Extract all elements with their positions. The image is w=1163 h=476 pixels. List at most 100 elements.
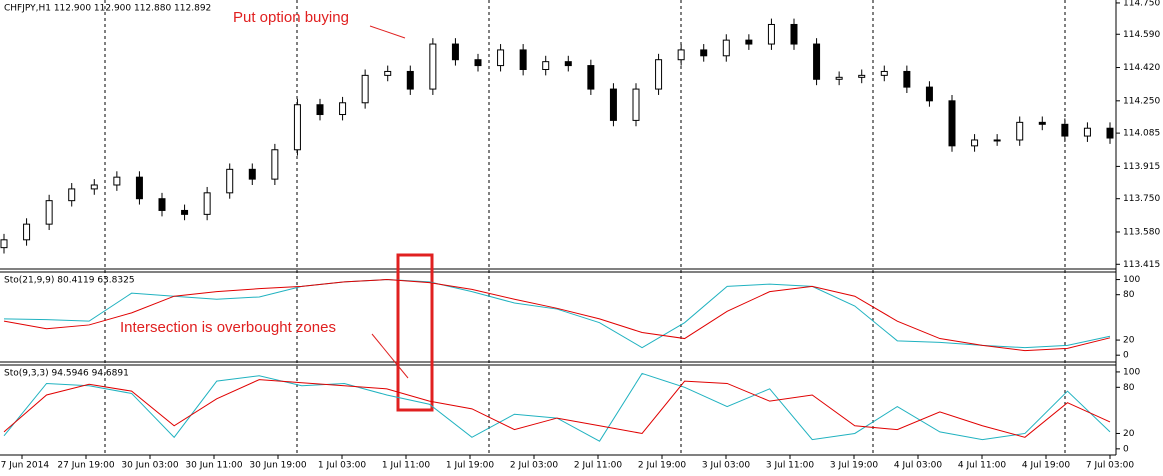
x-tick-label: 3 Jul 03:00 <box>702 461 751 471</box>
indicator-line <box>3 279 1111 352</box>
candle-body <box>767 23 775 45</box>
candle-body <box>1016 121 1024 141</box>
y-tick-label: 0 <box>1123 444 1129 454</box>
y-tick-label: 80 <box>1123 290 1135 300</box>
candle-body <box>474 59 482 67</box>
pane-title: CHFJPY,H1 112.900 112.900 112.880 112.89… <box>4 4 211 14</box>
pane-title: Sto(9,3,3) 94.5946 94.6891 <box>4 369 129 379</box>
candle-body <box>90 184 98 190</box>
candle-body <box>925 86 933 102</box>
annotation-arrow <box>371 333 409 379</box>
candle-body <box>113 176 121 186</box>
candle-body <box>609 88 617 121</box>
candle-body <box>226 168 234 194</box>
candle-body <box>813 43 821 80</box>
annotation: Put option buying <box>233 9 349 26</box>
x-tick-label: 2 Jul 19:00 <box>638 461 687 471</box>
x-tick-label: 30 Jun 19:00 <box>249 461 306 471</box>
x-tick-label: 1 Jul 19:00 <box>446 461 495 471</box>
day-separators <box>104 0 1066 455</box>
candle-body <box>406 70 414 90</box>
candle-body <box>587 65 595 90</box>
x-tick-label: 30 Jun 11:00 <box>185 461 242 471</box>
candle-body <box>203 192 211 215</box>
x-tick-label: 27 Jun 19:00 <box>57 461 114 471</box>
candle-body <box>158 198 166 211</box>
candle-body <box>45 200 53 225</box>
candle-body <box>271 149 279 180</box>
candle-body <box>655 59 663 90</box>
indicator-line <box>3 279 1111 349</box>
y-tick-label: 114.250 <box>1123 96 1160 106</box>
candle-body <box>700 49 708 57</box>
candle-body <box>564 61 572 67</box>
x-tick-label: 3 Jul 11:00 <box>766 461 815 471</box>
candle-body <box>293 104 301 151</box>
annotation-arrow <box>369 25 406 39</box>
candle-body <box>903 70 911 88</box>
candle-body <box>790 23 798 45</box>
pane-title: Sto(21,9,9) 80.4119 63.8325 <box>4 276 135 286</box>
candle-body <box>1083 127 1091 137</box>
candle-body <box>23 223 31 241</box>
candle-body <box>542 61 550 70</box>
candle-body <box>339 102 347 116</box>
candle-body <box>497 49 505 67</box>
y-tick-label: 0 <box>1123 351 1129 361</box>
x-tick-label: 4 Jul 03:00 <box>894 461 943 471</box>
highlight-box <box>396 253 434 412</box>
candle-body <box>1106 127 1114 139</box>
y-tick-label: 113.580 <box>1123 227 1160 237</box>
candle-body <box>677 49 685 61</box>
y-tick-label: 113.915 <box>1123 162 1160 172</box>
y-tick-label: 114.590 <box>1123 30 1160 40</box>
y-tick-label: 100 <box>1123 275 1140 285</box>
candle-body <box>519 49 527 70</box>
candle-body <box>451 43 459 61</box>
indicator-line <box>3 379 1111 438</box>
candle-body <box>632 88 640 121</box>
x-tick-label: 2 Jul 11:00 <box>574 461 623 471</box>
x-tick-label: 1 Jul 03:00 <box>318 461 367 471</box>
y-tick-label: 100 <box>1123 367 1140 377</box>
candle-body <box>722 39 730 57</box>
candle-body <box>135 176 143 200</box>
candle-body <box>181 209 189 215</box>
candle-body <box>0 239 8 249</box>
candle-body <box>1061 123 1069 137</box>
x-tick-label: 30 Jun 03:00 <box>121 461 178 471</box>
candle-body <box>835 76 843 80</box>
candle-body <box>993 139 1001 142</box>
x-tick-label: 2 Jul 03:00 <box>510 461 559 471</box>
candle-body <box>248 168 256 180</box>
candle-body <box>880 70 888 76</box>
candle-body <box>971 139 979 147</box>
candle-body <box>68 188 76 202</box>
annotation: Intersection is overbought zones <box>120 319 336 336</box>
candle-body <box>745 39 753 45</box>
candle-body <box>429 43 437 90</box>
candle-body <box>361 74 369 104</box>
candle-body <box>948 100 956 147</box>
y-tick-label: 114.420 <box>1123 63 1160 73</box>
y-tick-label: 113.750 <box>1123 194 1160 204</box>
x-tick-label: 4 Jul 11:00 <box>958 461 1007 471</box>
x-tick-label: 3 Jul 19:00 <box>830 461 879 471</box>
x-tick-label: 1 Jul 11:00 <box>382 461 431 471</box>
candle-body <box>1038 121 1046 125</box>
y-tick-label: 20 <box>1123 429 1135 439</box>
candle-body <box>316 104 324 116</box>
y-tick-label: 114.085 <box>1123 129 1160 139</box>
candle-body <box>384 70 392 76</box>
y-tick-label: 114.750 <box>1123 0 1160 8</box>
y-tick-label: 20 <box>1123 336 1135 346</box>
x-tick-label: 7 Jul 03:00 <box>1086 461 1135 471</box>
x-tick-label: 4 Jul 19:00 <box>1022 461 1071 471</box>
y-tick-label: 80 <box>1123 383 1135 393</box>
y-tick-label: 113.415 <box>1123 260 1160 270</box>
pane-frames <box>0 0 1117 456</box>
x-tick-label: 27 Jun 2014 <box>0 461 49 471</box>
